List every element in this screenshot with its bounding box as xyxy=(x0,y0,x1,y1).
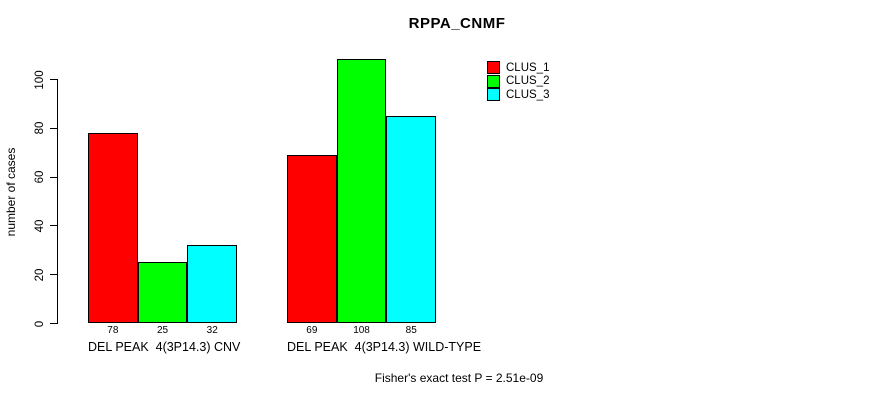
y-axis-tick xyxy=(50,323,57,324)
y-axis-tick-label: 100 xyxy=(34,69,46,90)
bar-value-label: 108 xyxy=(353,325,370,336)
y-axis-tick-label: 20 xyxy=(34,268,46,282)
category-label: DEL PEAK 4(3P14.3) WILD-TYPE xyxy=(287,340,482,354)
bar-clus_2-group1 xyxy=(137,262,188,323)
legend-label: CLUS_3 xyxy=(506,88,550,101)
y-axis-tick-label: 80 xyxy=(34,121,46,135)
bar-clus_1-group2 xyxy=(287,154,337,323)
legend-item-clus_1: CLUS_1 xyxy=(487,61,549,75)
fisher-test-annotation: Fisher's exact test P = 2.51e-09 xyxy=(374,371,544,385)
y-axis-tick-label: 0 xyxy=(34,320,46,327)
legend-label: CLUS_1 xyxy=(506,61,550,74)
legend-swatch-clus_3 xyxy=(487,88,500,102)
bar-clus_3-group1 xyxy=(187,244,238,323)
legend-swatch-clus_2 xyxy=(487,74,500,88)
legend-item-clus_2: CLUS_2 xyxy=(487,74,550,89)
bar-value-label: 85 xyxy=(405,325,417,336)
y-axis-tick-label: 40 xyxy=(34,219,46,233)
legend: CLUS_1 CLUS_2 CLUS_3 xyxy=(487,61,549,102)
legend-label: CLUS_2 xyxy=(506,75,550,88)
category-label: DEL PEAK 4(3P14.3) CNV xyxy=(88,340,241,354)
y-axis-label: number of cases xyxy=(4,147,18,237)
bar-value-label: 69 xyxy=(306,325,318,336)
bar-value-label: 32 xyxy=(206,325,218,336)
bar-clus_3-group2 xyxy=(386,115,437,323)
bar-clus_1-group1 xyxy=(88,132,138,323)
legend-item-clus_3: CLUS_3 xyxy=(487,88,549,102)
y-axis-tick xyxy=(50,127,57,129)
bar-value-label: 25 xyxy=(156,325,169,336)
chart-title: RPPA_CNMF xyxy=(408,15,506,32)
legend-swatch-clus_1 xyxy=(487,61,500,75)
y-axis-tick xyxy=(50,225,57,227)
y-axis-tick xyxy=(50,274,57,276)
y-axis-tick xyxy=(50,176,57,178)
y-axis-tick xyxy=(50,79,57,80)
bar-value-label: 78 xyxy=(107,325,119,336)
bar-clus_2-group2 xyxy=(336,59,387,323)
y-axis-line xyxy=(57,79,58,324)
y-axis-tick-label: 60 xyxy=(34,170,46,184)
